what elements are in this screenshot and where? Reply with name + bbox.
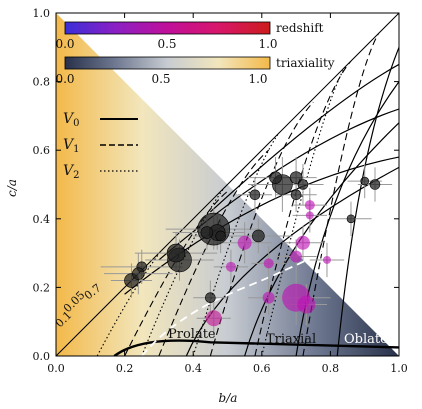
legend-label-v0: V0 bbox=[63, 111, 80, 129]
diagonal-boundary bbox=[55, 12, 400, 357]
region-label-triaxial: Triaxial bbox=[266, 332, 316, 347]
data-point-31 bbox=[322, 255, 331, 264]
x-tick-label-4: 0.8 bbox=[322, 362, 340, 375]
contour-v1-3 bbox=[254, 60, 352, 356]
redshift-tick-1: 0.5 bbox=[157, 37, 176, 51]
data-point-20 bbox=[237, 235, 252, 250]
y-tick-label-2: 0.4 bbox=[33, 213, 51, 226]
data-point-28 bbox=[205, 310, 222, 327]
contour-v0-5 bbox=[158, 108, 399, 261]
y-tick-label-1: 0.2 bbox=[33, 281, 51, 294]
data-points bbox=[124, 171, 381, 327]
legend: V0 V1 V2 bbox=[63, 111, 138, 181]
data-point-14 bbox=[297, 179, 309, 190]
region-label-prolate: Prolate bbox=[168, 327, 216, 342]
contour-thick bbox=[113, 339, 399, 356]
redshift-colorbar: redshift 0.0 0.5 1.0 bbox=[55, 21, 323, 51]
redshift-colorbar-label: redshift bbox=[276, 21, 324, 35]
data-point-27 bbox=[297, 295, 316, 314]
triaxiality-tick-2: 1.0 bbox=[248, 72, 267, 86]
contour-v1-0 bbox=[124, 190, 228, 356]
data-point-22 bbox=[290, 250, 303, 263]
x-tick-label-5: 1.0 bbox=[390, 362, 408, 375]
contour-v1-4 bbox=[302, 33, 379, 356]
y-tick-label-5: 1.0 bbox=[33, 7, 51, 20]
triaxiality-colorbar-label: triaxiality bbox=[276, 56, 335, 70]
region-label-oblate: Oblate bbox=[344, 332, 388, 347]
contour-v1-1 bbox=[158, 149, 270, 356]
redshift-colorbar-strip bbox=[64, 21, 271, 35]
redshift-tick-2: 1.0 bbox=[258, 37, 277, 51]
data-point-19 bbox=[360, 176, 370, 186]
contour-v2-3 bbox=[261, 60, 352, 356]
x-tick-label-3: 0.6 bbox=[253, 362, 271, 375]
redshift-tick-0: 0.0 bbox=[55, 37, 74, 51]
data-point-9 bbox=[252, 229, 265, 243]
data-point-24 bbox=[225, 261, 236, 272]
triaxiality-colorbar: triaxiality 0.0 0.5 1.0 bbox=[55, 56, 334, 86]
triaxiality-tick-0: 0.0 bbox=[55, 72, 74, 86]
legend-label-v2: V2 bbox=[63, 163, 80, 181]
x-axis-label: b/a bbox=[219, 391, 238, 405]
data-point-30 bbox=[305, 211, 314, 220]
contour-v1-2 bbox=[209, 101, 314, 356]
data-point-10 bbox=[205, 292, 216, 303]
triaxiality-colorbar-strip bbox=[64, 56, 271, 70]
y-tick-label-0: 0.0 bbox=[33, 350, 51, 363]
plot-frame bbox=[55, 12, 400, 357]
contour-v0-0 bbox=[185, 166, 399, 356]
triaxiality-tick-1: 0.5 bbox=[151, 72, 170, 86]
x-tick-label-2: 0.4 bbox=[184, 362, 202, 375]
data-point-16 bbox=[249, 189, 261, 201]
data-point-17 bbox=[346, 214, 356, 224]
axes-frame bbox=[55, 12, 400, 357]
data-point-21 bbox=[295, 235, 310, 250]
data-point-23 bbox=[263, 258, 274, 269]
data-point-15 bbox=[290, 189, 302, 201]
y-tick-label-4: 0.8 bbox=[33, 76, 51, 89]
data-point-3 bbox=[166, 243, 186, 263]
data-point-18 bbox=[369, 179, 381, 190]
data-point-25 bbox=[262, 291, 275, 304]
contour-v0-3 bbox=[336, 47, 399, 356]
data-point-12 bbox=[269, 171, 282, 184]
data-point-7 bbox=[200, 226, 214, 239]
y-axis-label: c/a bbox=[5, 179, 19, 197]
legend-label-v1: V1 bbox=[63, 137, 80, 155]
data-point-4 bbox=[132, 267, 145, 280]
x-tick-label-1: 0.2 bbox=[116, 362, 134, 375]
data-point-8 bbox=[215, 230, 226, 242]
y-tick-label-3: 0.6 bbox=[33, 144, 51, 157]
data-point-13 bbox=[289, 171, 303, 184]
data-point-29 bbox=[304, 200, 315, 211]
x-tick-label-0: 0.0 bbox=[47, 362, 65, 375]
axis-ticks: 0.0 0.2 0.4 0.6 0.8 1.0 0.0 0.2 0.4 0.6 0.8 1.0 bbox=[33, 7, 408, 375]
